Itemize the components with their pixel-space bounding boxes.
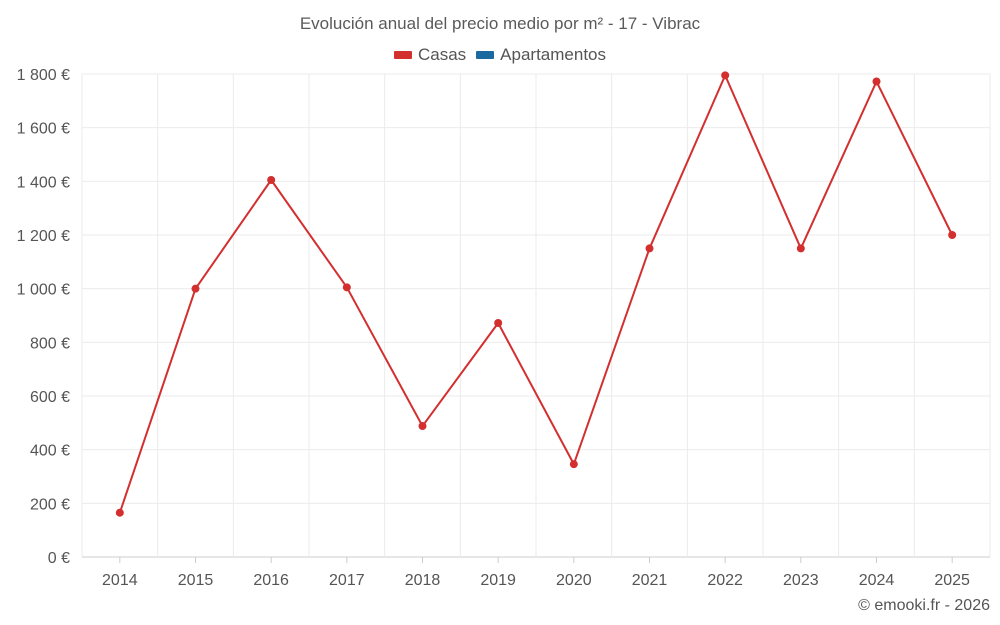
x-tick-label: 2016 [253,572,289,589]
x-tick-label: 2021 [632,572,668,589]
data-point [115,508,124,517]
y-tick-label: 1 800 € [17,67,70,84]
data-point [418,422,427,431]
data-point [494,319,503,328]
data-point [872,77,881,86]
y-tick-label: 1 600 € [17,121,70,138]
series-line-casas [118,74,954,514]
credit-text: © emooki.fr - 2026 [858,597,990,614]
x-tick-label: 2017 [329,572,365,589]
chart-legend: Casas Apartamentos [0,45,1000,65]
data-point [721,71,730,80]
legend-label-casas: Casas [417,45,467,64]
data-point [645,244,654,253]
y-tick-label: 0 € [48,550,70,567]
x-tick-label: 2019 [480,572,516,589]
x-tick-label: 2014 [102,572,138,589]
x-tick-label: 2024 [859,572,895,589]
x-tick-label: 2023 [783,572,819,589]
data-point [948,231,957,239]
x-tick-label: 2025 [934,572,970,589]
x-tick-label: 2015 [178,572,214,589]
data-point [796,244,805,253]
y-tick-label: 600 € [30,389,70,406]
data-point [191,284,200,293]
x-tick-label: 2022 [707,572,743,589]
legend-swatch-casas [393,51,412,59]
y-tick-label: 400 € [30,443,70,460]
legend-item-casas[interactable]: Casas [393,45,467,65]
y-tick-label: 1 200 € [17,228,70,245]
x-tick-label: 2018 [405,572,441,589]
data-point [569,460,578,469]
y-tick-label: 1 400 € [17,174,70,191]
legend-label-apartamentos: Apartamentos [500,45,607,64]
x-tick-label: 2020 [556,572,592,589]
y-tick-label: 200 € [30,496,70,513]
y-tick-label: 800 € [30,335,70,352]
legend-item-apartamentos[interactable]: Apartamentos [476,45,606,65]
chart-title: Evolución anual del precio medio por m² … [299,14,701,33]
data-point [267,175,276,184]
legend-swatch-apartamentos [476,51,495,59]
y-tick-label: 1 000 € [17,282,70,299]
data-point [342,283,351,292]
